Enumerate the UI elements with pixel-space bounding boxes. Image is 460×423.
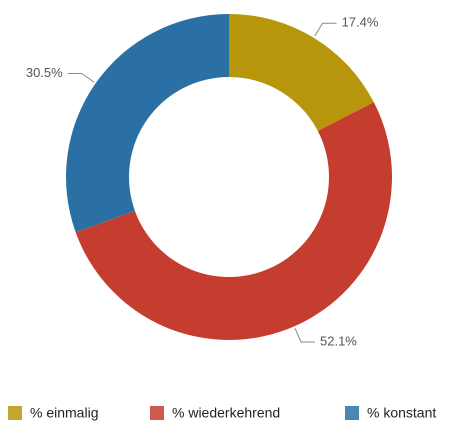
leader-line <box>314 22 337 37</box>
leader-line <box>67 72 95 83</box>
legend-swatch <box>345 406 359 420</box>
slice <box>229 14 374 132</box>
legend-label: % einmalig <box>30 405 98 421</box>
legend-swatch <box>8 406 22 420</box>
data-label: 17.4% <box>342 15 379 30</box>
slice <box>75 102 393 341</box>
legend-label: % konstant <box>367 405 436 421</box>
leader-line <box>294 328 316 343</box>
data-label: 30.5% <box>26 65 63 80</box>
slice <box>66 14 230 233</box>
legend-swatch <box>150 406 164 420</box>
legend-label: % wiederkehrend <box>172 405 280 421</box>
data-label: 52.1% <box>320 333 357 348</box>
